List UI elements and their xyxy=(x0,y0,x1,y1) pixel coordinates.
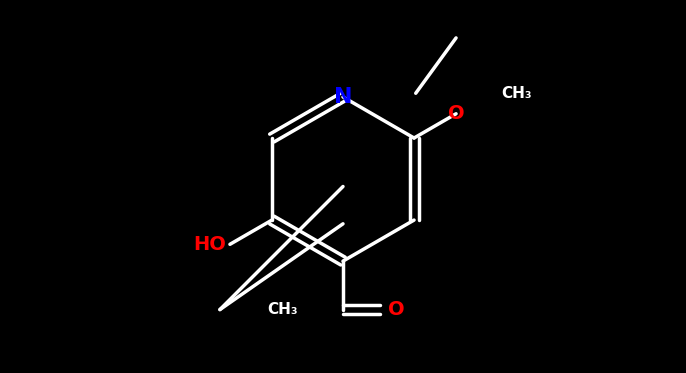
Text: N: N xyxy=(334,87,352,107)
Text: CH₃: CH₃ xyxy=(268,302,298,317)
Text: CH₃: CH₃ xyxy=(501,86,532,101)
Text: HO: HO xyxy=(193,235,226,254)
Text: O: O xyxy=(388,300,404,319)
Text: O: O xyxy=(448,104,464,123)
